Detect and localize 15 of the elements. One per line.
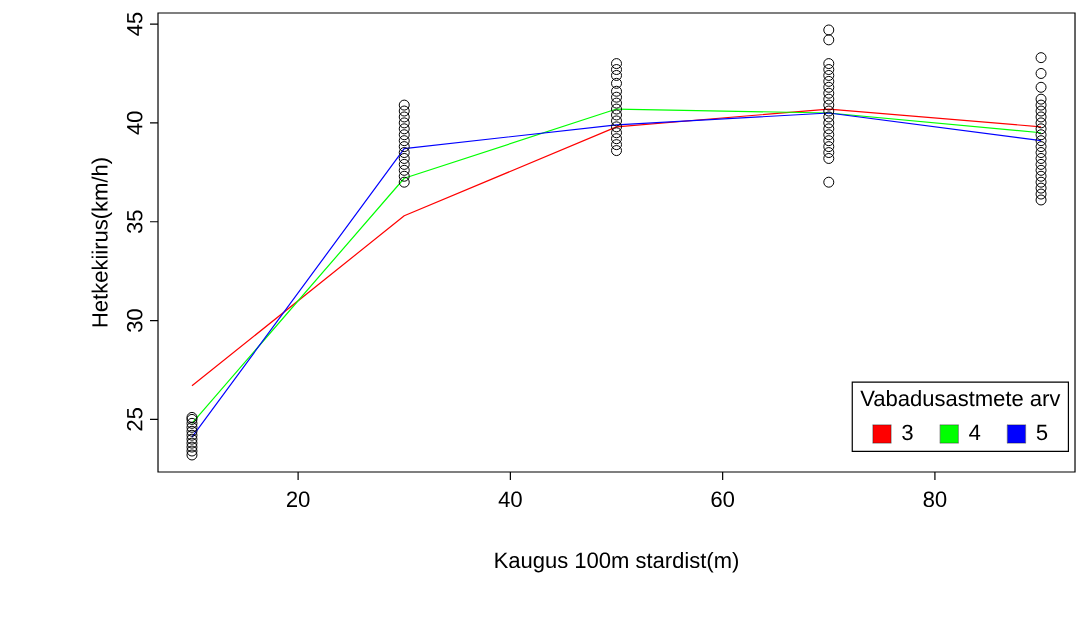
x-tick-label: 60 [711,491,735,508]
y-tick-label: 30 [126,309,143,332]
y-tick-label: 35 [126,210,143,234]
y-tick-label: 40 [126,111,143,135]
y-tick-label: 45 [127,12,143,36]
legend-label: 5 [1036,424,1048,441]
x-axis-title: Kaugus 100m stardist(m) [495,551,738,573]
legend-title: Vabadusastmete arv [860,390,1061,407]
legend-label: 4 [969,424,981,440]
x-tick-label: 80 [923,491,947,508]
x-tick-label: 20 [286,491,310,508]
y-axis-title: Hetkekiirus(km/h) [91,158,113,327]
x-tick-label: 40 [498,491,522,508]
legend-label: 3 [902,424,913,441]
y-tick-label: 25 [126,408,143,431]
